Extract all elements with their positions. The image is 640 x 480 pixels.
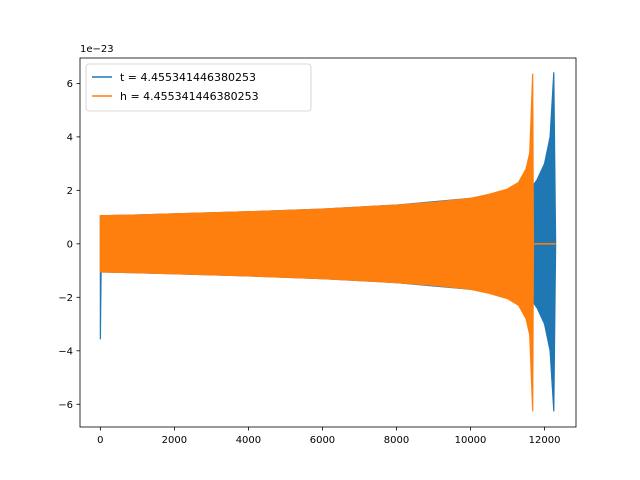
x-tick-label: 12000 xyxy=(529,435,561,446)
y-tick-label: 4 xyxy=(67,132,73,143)
x-tick-label: 0 xyxy=(97,435,103,446)
x-tick-label: 6000 xyxy=(310,435,335,446)
legend-label: t = 4.455341446380253 xyxy=(120,71,256,84)
x-tick-label: 4000 xyxy=(236,435,261,446)
y-tick-label: −4 xyxy=(58,346,73,357)
y-tick-label: 0 xyxy=(67,239,73,250)
axes-frame xyxy=(79,57,577,428)
x-tick-label: 10000 xyxy=(455,435,487,446)
x-tick-label: 8000 xyxy=(384,435,409,446)
y-tick-label: −6 xyxy=(58,400,73,411)
x-tick-label: 2000 xyxy=(162,435,187,446)
y-tick-label: −2 xyxy=(58,293,73,304)
legend-box xyxy=(85,63,312,112)
y-tick-label: 6 xyxy=(67,79,73,90)
y-offset-text: 1e−23 xyxy=(80,44,114,55)
y-tick-label: 2 xyxy=(67,186,73,197)
series-group xyxy=(99,72,557,412)
plot-area xyxy=(99,72,557,412)
axes: 0 2000 4000 6000 8000 10000 12000 −6 −4 −2 0 2 4 6 xyxy=(58,57,577,446)
legend-label: h = 4.455341446380253 xyxy=(120,90,259,103)
legend: t = 4.455341446380253 h = 4.4553414463802… xyxy=(85,63,312,112)
